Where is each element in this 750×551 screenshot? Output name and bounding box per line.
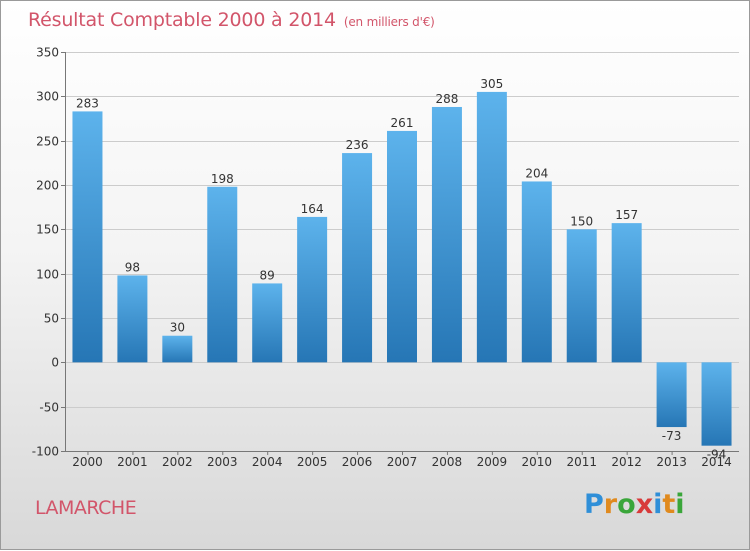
bar-2006 [342,153,373,363]
x-tick-label: 2009 [477,455,508,469]
bar-2003 [207,186,238,363]
logo-letter: o [617,489,636,520]
value-label: -94 [707,448,727,462]
x-tick-label: 2008 [432,455,463,469]
y-tick-label: 250 [36,135,59,149]
x-tick-labels: 2000 2001 2002 2003 2004 2005 2006 2007 2008 2009… [72,455,732,469]
x-tick-label: 2001 [117,455,148,469]
axes [65,52,739,455]
bar-2009 [476,91,507,363]
title-text: Résultat Comptable 2000 à 2014 [28,9,336,31]
x-tick-label: 2002 [162,455,193,469]
value-label: 150 [570,214,593,228]
x-tick-label: 2007 [387,455,418,469]
bar-2002 [162,335,193,363]
bar-2013 [656,362,687,428]
unit-label: (en milliers d'€) [343,15,435,29]
y-tick-label: 300 [36,90,59,104]
y-tick-label: -50 [39,401,59,415]
bars [72,91,732,446]
y-tick-label: 200 [36,179,59,193]
value-label: 204 [525,166,548,180]
bar-2012 [611,223,642,363]
chart-title: Résultat Comptable 2000 à 2014 (en millie… [28,9,435,31]
y-tick-label: 350 [36,46,59,60]
value-label: 236 [346,138,369,152]
bar-2000 [72,111,103,363]
logo-letter: P [584,489,604,520]
x-tick-label: 2003 [207,455,238,469]
x-tick-label: 2012 [611,455,642,469]
x-tick-label: 2013 [656,455,687,469]
commune-name: LAMARCHE [35,497,137,519]
bar-2008 [431,106,462,363]
value-label: 305 [480,77,503,91]
value-label: 89 [260,268,275,282]
value-label: 288 [435,92,458,106]
x-tick-label: 2006 [342,455,373,469]
value-label: 30 [170,321,185,335]
x-tick-label: 2011 [566,455,597,469]
y-tick-label: 50 [44,312,59,326]
bar-2014 [701,362,732,446]
bar-2004 [252,283,283,363]
y-tick-label: 0 [51,356,59,370]
value-label: 283 [76,96,99,110]
y-tick-label: -100 [32,445,59,459]
logo-letter: t [662,489,676,520]
y-tick-labels: -100 -50 0 50 100 150 200 250 300 350 [32,46,59,459]
x-tick-label: 2010 [522,455,553,469]
bar-2005 [297,216,328,363]
bar-2007 [387,130,417,363]
value-labels: 283 98 30 198 89 164 236 261 288 305 204 150 157 -73 -… [76,77,726,462]
bar-2011 [566,229,597,363]
value-label: 98 [125,260,140,274]
logo-letter: r [603,489,618,520]
logo-letter: i [653,489,663,520]
y-tick-label: 150 [36,223,59,237]
x-tick-label: 2004 [252,455,283,469]
bar-2010 [521,181,552,363]
x-tick-label: 2014 [701,455,732,469]
bar-2001 [117,275,148,363]
logo-letter: i [675,489,685,520]
proxiti-logo: Proxiti [584,489,685,520]
value-label: 261 [391,116,414,130]
x-tick-label: 2005 [297,455,328,469]
value-label: -73 [662,429,682,443]
value-label: 198 [211,172,234,186]
y-tick-label: 100 [36,268,59,282]
x-tick-label: 2000 [72,455,103,469]
value-label: 164 [301,202,324,216]
logo-letter: x [635,489,654,520]
value-label: 157 [615,208,638,222]
